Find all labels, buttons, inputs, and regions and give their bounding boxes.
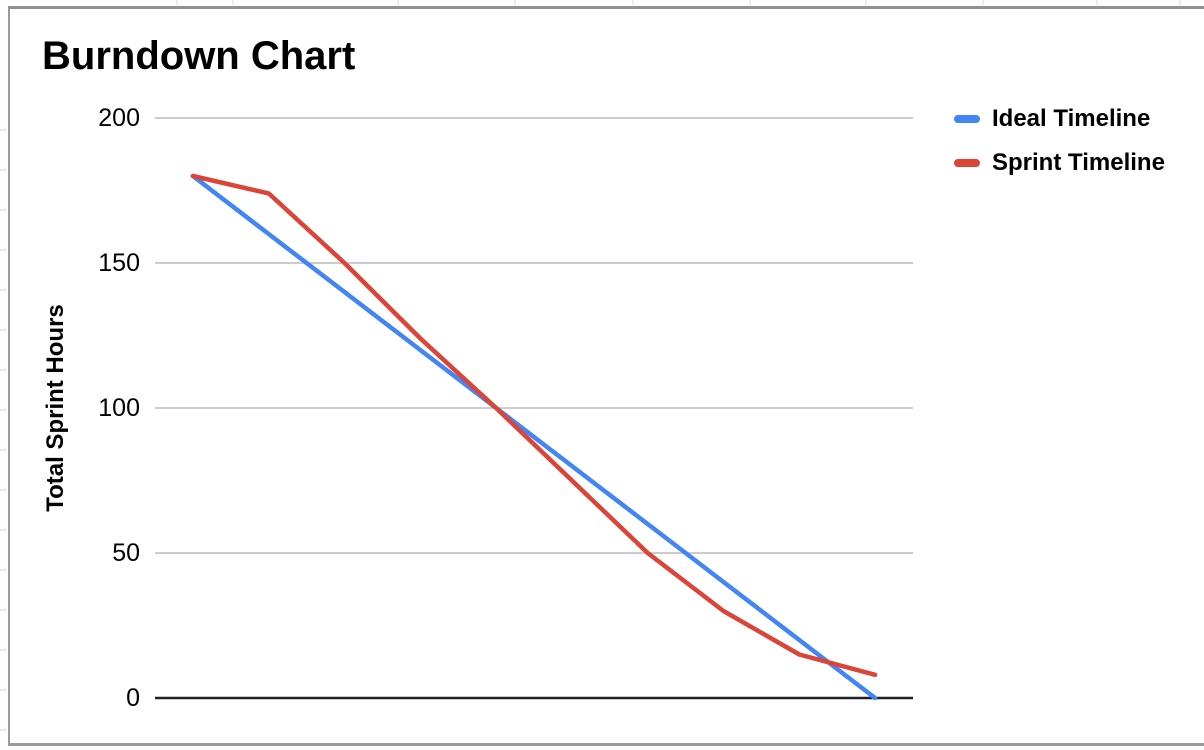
legend-item-ideal: Ideal Timeline bbox=[954, 105, 1165, 133]
legend-swatch-ideal-icon bbox=[954, 115, 980, 123]
legend-label-ideal: Ideal Timeline bbox=[992, 105, 1151, 132]
legend-label-sprint: Sprint Timeline bbox=[992, 149, 1165, 176]
chart-legend: Ideal Timeline Sprint Timeline bbox=[954, 105, 1165, 193]
y-tick-label: 200 bbox=[98, 104, 140, 132]
chart-title: Burndown Chart bbox=[42, 34, 356, 78]
legend-swatch-sprint-icon bbox=[954, 159, 980, 167]
y-tick-label: 100 bbox=[98, 394, 140, 422]
y-tick-label: 50 bbox=[112, 539, 140, 567]
y-tick-label: 0 bbox=[126, 684, 140, 712]
legend-item-sprint: Sprint Timeline bbox=[954, 149, 1165, 177]
y-tick-label: 150 bbox=[98, 249, 140, 277]
